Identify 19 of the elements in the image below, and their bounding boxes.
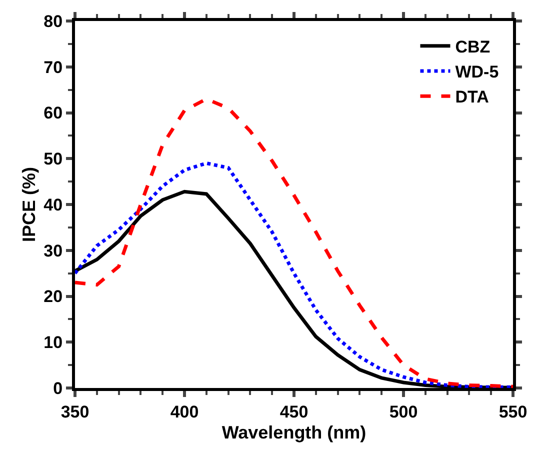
- y-tick-label: 60: [44, 104, 63, 123]
- y-tick-label: 10: [44, 333, 63, 352]
- x-tick-label: 500: [389, 402, 418, 422]
- y-tick-label: 20: [44, 287, 63, 306]
- legend-label: CBZ: [455, 38, 490, 57]
- x-axis-title: Wavelength (nm): [222, 422, 366, 442]
- y-tick-label: 70: [44, 58, 63, 77]
- x-tick-label: 550: [498, 402, 528, 422]
- x-tick-label: 350: [60, 402, 90, 422]
- y-tick-label: 0: [53, 378, 63, 398]
- y-tick-label: 30: [44, 241, 63, 260]
- y-axis-title: IPCE (%): [18, 166, 39, 242]
- x-tick-label: 450: [280, 402, 308, 422]
- legend-label: DTA: [455, 88, 489, 107]
- y-tick-label: 40: [44, 195, 63, 214]
- x-tick-label: 400: [170, 402, 199, 422]
- y-tick-label: 80: [44, 12, 63, 31]
- y-tick-label: 50: [44, 150, 63, 169]
- legend-label: WD-5: [455, 62, 499, 82]
